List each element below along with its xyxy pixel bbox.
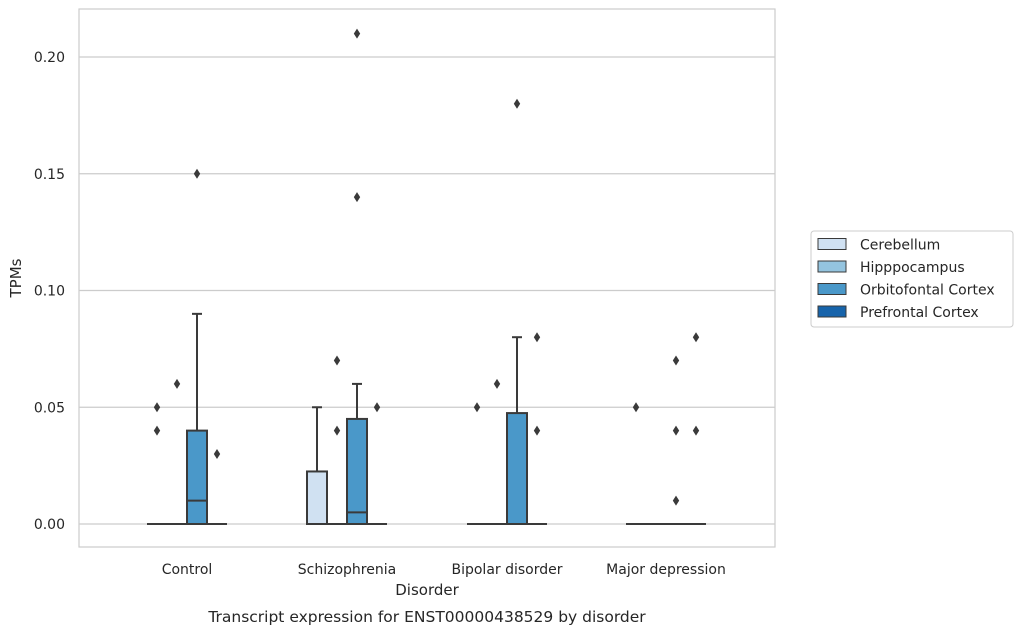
outlier-marker [213, 448, 221, 459]
outlier-marker [533, 425, 541, 436]
box-orbitofontal-cortex [186, 312, 208, 526]
outlier-marker [513, 98, 521, 109]
gridlines [79, 56, 775, 525]
y-tick-label: 0.10 [34, 284, 65, 300]
outlier-marker [692, 425, 700, 436]
outlier-marker [493, 378, 501, 389]
box-groups [147, 312, 706, 526]
outlier-points [153, 28, 700, 506]
y-tick-label: 0.05 [34, 400, 65, 416]
y-tick-label: 0.00 [34, 517, 65, 533]
outlier-marker [353, 28, 361, 39]
y-tick-label: 0.20 [34, 50, 65, 66]
y-tick-label: 0.15 [34, 167, 65, 183]
box-iqr [506, 412, 528, 525]
legend-label: Hipppocampus [860, 260, 965, 276]
outlier-marker [153, 425, 161, 436]
x-axis-label: Disorder [395, 581, 459, 599]
legend-frame [810, 230, 1014, 328]
legend-swatch [817, 283, 847, 295]
x-tick-label: Schizophrenia [298, 562, 396, 578]
box-orbitofontal-cortex [346, 382, 368, 525]
outlier-marker [353, 192, 361, 203]
chart-caption: Transcript expression for ENST0000043852… [207, 608, 646, 626]
legend: Cerebellum Hipppocampus Orbitofontal Corte… [810, 230, 1014, 328]
legend-label: Orbitofontal Cortex [860, 283, 995, 299]
x-tick-label: Control [162, 562, 213, 578]
legend-label: Prefrontal Cortex [860, 305, 979, 321]
outlier-marker [672, 495, 680, 506]
outlier-marker [632, 402, 640, 413]
outlier-marker [173, 378, 181, 389]
outlier-marker [333, 425, 341, 436]
outlier-marker [373, 402, 381, 413]
outlier-marker [153, 402, 161, 413]
box-iqr [346, 417, 368, 525]
y-axis-label: TPMs [7, 258, 25, 298]
outlier-marker [333, 355, 341, 366]
outlier-marker [193, 168, 201, 179]
outlier-marker [473, 402, 481, 413]
box-cerebellum [306, 406, 328, 525]
legend-swatch [817, 260, 847, 273]
x-tick-labels: Control Schizophrenia Bipolar disorder Majo… [162, 562, 726, 578]
x-tick-label: Bipolar disorder [451, 562, 562, 578]
legend-label: Cerebellum [860, 238, 940, 254]
outlier-marker [672, 425, 680, 436]
outlier-marker [692, 332, 700, 343]
box-orbitofontal-cortex [506, 336, 528, 525]
plot-frame [78, 8, 776, 548]
legend-swatch [817, 238, 847, 250]
x-tick-label: Major depression [606, 562, 726, 578]
box-iqr [306, 470, 328, 525]
outlier-marker [533, 332, 541, 343]
legend-swatch [817, 305, 847, 318]
box-iqr [186, 429, 208, 526]
outlier-marker [672, 355, 680, 366]
y-tick-labels: 0.00 0.05 0.10 0.15 0.20 [34, 50, 65, 533]
